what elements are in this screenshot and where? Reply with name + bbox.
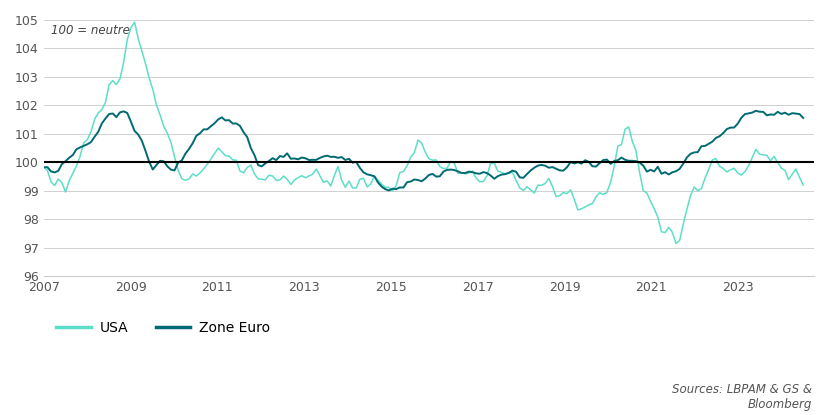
Text: Sources: LBPAM & GS &
Bloomberg: Sources: LBPAM & GS & Bloomberg xyxy=(672,383,811,411)
Text: 100 = neutre: 100 = neutre xyxy=(51,24,130,37)
Legend: USA, Zone Euro: USA, Zone Euro xyxy=(51,315,275,341)
